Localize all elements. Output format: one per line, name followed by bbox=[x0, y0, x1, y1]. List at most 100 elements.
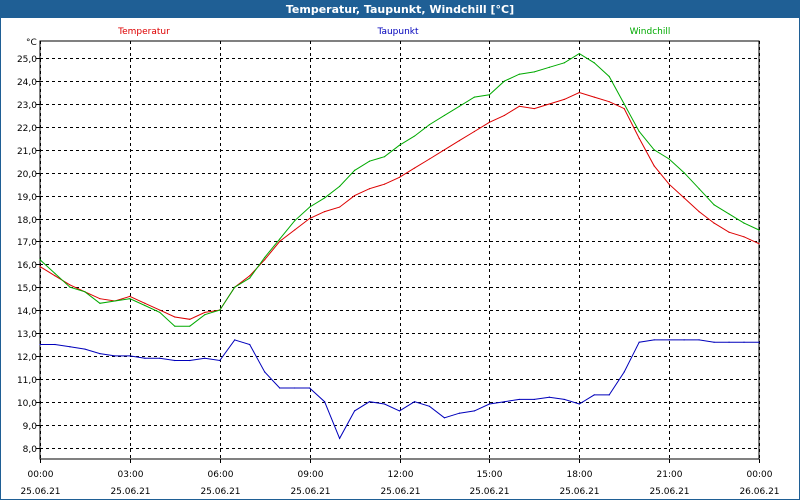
data-point-temperatur bbox=[683, 197, 685, 199]
data-point-taupunkt bbox=[39, 343, 41, 346]
data-point-taupunkt bbox=[683, 339, 685, 341]
data-point-taupunkt bbox=[99, 353, 101, 355]
data-point-windchill bbox=[548, 66, 550, 68]
x-tick-time: 00:00 bbox=[747, 470, 773, 480]
data-point-windchill bbox=[533, 71, 535, 73]
data-point-temperatur bbox=[309, 217, 311, 220]
data-point-taupunkt bbox=[368, 401, 371, 403]
data-point-temperatur bbox=[159, 309, 161, 311]
y-tick-label: 9,0 bbox=[23, 422, 38, 432]
data-point-windchill bbox=[84, 291, 86, 293]
legend-temperatur: Temperatur bbox=[117, 27, 170, 37]
data-point-taupunkt bbox=[129, 355, 131, 357]
data-point-taupunkt bbox=[428, 405, 431, 407]
data-point-taupunkt bbox=[159, 357, 161, 359]
data-point-windchill bbox=[144, 304, 146, 307]
data-point-windchill bbox=[353, 169, 356, 172]
data-point-taupunkt bbox=[204, 357, 206, 359]
data-point-windchill bbox=[743, 222, 745, 224]
data-point-temperatur bbox=[54, 275, 56, 277]
y-tick-label: 25,0 bbox=[17, 55, 37, 65]
data-point-taupunkt bbox=[69, 346, 71, 348]
data-point-windchill bbox=[249, 277, 251, 279]
data-point-taupunkt bbox=[413, 401, 416, 403]
data-point-temperatur bbox=[428, 158, 431, 160]
y-tick-label: 10,0 bbox=[17, 399, 37, 409]
data-point-taupunkt bbox=[443, 417, 446, 419]
x-tick-date: 25.06.21 bbox=[290, 487, 330, 497]
x-tick-date: 26.06.21 bbox=[739, 487, 779, 497]
data-point-windchill bbox=[368, 160, 371, 162]
data-point-windchill bbox=[713, 204, 715, 206]
data-point-temperatur bbox=[264, 259, 266, 261]
data-point-taupunkt bbox=[279, 387, 281, 389]
data-point-temperatur bbox=[728, 231, 730, 233]
data-point-windchill bbox=[728, 213, 730, 215]
data-point-taupunkt bbox=[728, 341, 730, 343]
data-point-windchill bbox=[473, 96, 475, 98]
x-tick-date: 25.06.21 bbox=[559, 487, 599, 497]
x-tick-date: 25.06.21 bbox=[20, 487, 60, 497]
data-point-windchill bbox=[54, 272, 56, 275]
x-tick-date: 25.06.21 bbox=[649, 487, 689, 497]
y-tick-label: 14,0 bbox=[17, 307, 37, 317]
data-point-windchill bbox=[114, 300, 116, 302]
data-point-windchill bbox=[623, 103, 625, 105]
data-point-windchill bbox=[279, 238, 281, 240]
data-point-temperatur bbox=[383, 183, 386, 185]
x-tick-date: 25.06.21 bbox=[200, 487, 240, 497]
data-point-taupunkt bbox=[713, 341, 715, 343]
data-point-taupunkt bbox=[653, 339, 655, 341]
data-point-taupunkt bbox=[533, 398, 535, 401]
x-tick-date: 25.06.21 bbox=[380, 487, 420, 497]
plot-area bbox=[39, 40, 760, 460]
y-tick-label: 15,0 bbox=[17, 284, 37, 294]
data-point-taupunkt bbox=[668, 339, 670, 341]
data-point-taupunkt bbox=[593, 394, 595, 396]
y-tick-label: 11,0 bbox=[17, 376, 37, 386]
data-point-taupunkt bbox=[294, 387, 296, 389]
data-point-windchill bbox=[234, 286, 236, 288]
data-point-temperatur bbox=[503, 114, 505, 117]
data-point-windchill bbox=[428, 124, 431, 126]
x-tick-time: 12:00 bbox=[388, 470, 414, 480]
y-tick-label: 24,0 bbox=[17, 78, 37, 88]
data-point-taupunkt bbox=[503, 401, 505, 403]
data-point-temperatur bbox=[623, 107, 625, 110]
data-point-temperatur bbox=[398, 176, 401, 178]
data-point-windchill bbox=[383, 156, 386, 158]
data-point-temperatur bbox=[338, 206, 341, 208]
data-point-temperatur bbox=[593, 96, 595, 98]
data-point-taupunkt bbox=[324, 401, 326, 403]
data-point-windchill bbox=[398, 144, 401, 146]
data-point-temperatur bbox=[368, 188, 371, 190]
data-point-windchill bbox=[39, 259, 41, 261]
legend-windchill: Windchill bbox=[630, 27, 671, 37]
data-point-taupunkt bbox=[249, 343, 251, 346]
data-point-windchill bbox=[518, 73, 520, 75]
data-point-temperatur bbox=[279, 240, 281, 243]
data-point-taupunkt bbox=[309, 387, 311, 389]
x-tick-time: 18:00 bbox=[567, 470, 593, 480]
y-tick-label: 8,0 bbox=[23, 445, 38, 455]
data-point-temperatur bbox=[608, 101, 610, 103]
data-point-windchill bbox=[458, 105, 461, 107]
data-point-temperatur bbox=[743, 236, 745, 238]
data-point-windchill bbox=[129, 298, 131, 300]
y-tick-label: 17,0 bbox=[17, 238, 37, 248]
data-point-taupunkt bbox=[219, 359, 221, 362]
data-point-temperatur bbox=[144, 302, 146, 304]
data-point-windchill bbox=[563, 62, 565, 64]
data-point-windchill bbox=[264, 256, 266, 259]
x-tick-date: 25.06.21 bbox=[110, 487, 150, 497]
data-point-taupunkt bbox=[174, 359, 176, 362]
data-point-temperatur bbox=[533, 107, 535, 110]
data-point-windchill bbox=[159, 311, 161, 314]
data-point-temperatur bbox=[488, 121, 490, 123]
data-point-windchill bbox=[338, 185, 341, 188]
data-point-windchill bbox=[174, 325, 176, 327]
data-point-windchill bbox=[204, 314, 206, 316]
legend-taupunkt: Taupunkt bbox=[376, 27, 419, 37]
data-point-windchill bbox=[294, 220, 296, 222]
data-point-taupunkt bbox=[84, 348, 86, 350]
